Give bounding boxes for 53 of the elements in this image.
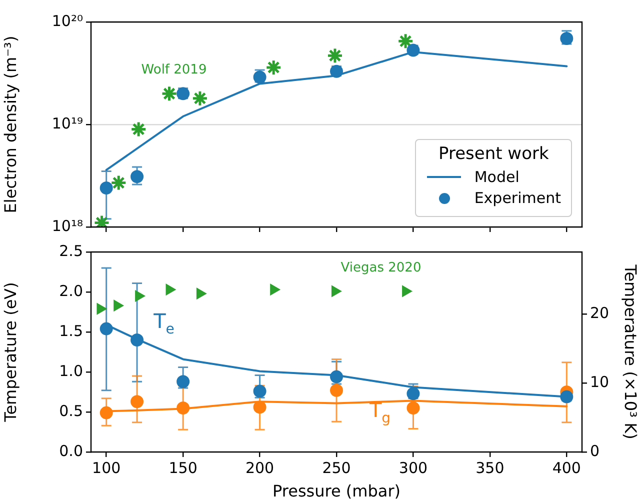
legend-title: Present work [438,144,550,164]
point [130,395,144,408]
y-tick-label: 10¹⁸ [52,216,83,235]
point [100,182,113,195]
point [253,400,266,414]
point [406,387,420,400]
point [402,286,412,297]
point [192,90,208,107]
point [100,406,113,420]
series-label: Viegas 2020 [340,260,422,276]
x-axis-title: Pressure (mbar) [272,482,401,501]
x-tick-label: 300 [398,458,428,477]
point [176,375,190,388]
y-tick-label: 0.0 [59,442,83,460]
point [96,303,107,314]
point [130,120,147,138]
point [130,170,144,184]
point [326,47,344,64]
y-axis-title: Electron density (m⁻³) [0,36,20,214]
point [331,286,342,297]
point [110,174,127,192]
y-tick-label: 1.5 [59,322,83,340]
point [114,300,124,312]
point [135,290,146,302]
point [161,85,178,102]
point [397,32,414,50]
y-axis-title: Temperature (eV) [0,282,20,423]
x-tick-label: 200 [245,458,274,477]
y-tick-label: 10²⁰ [52,12,83,30]
point [166,284,176,296]
legend-label: Model [474,168,520,186]
point [330,384,343,397]
y-tick-label: 2.5 [59,242,83,260]
x-tick-label: 100 [92,458,121,477]
x-tick-label: 400 [552,458,581,477]
y-tick-label: 10¹⁹ [52,114,83,132]
x-tick-label: 150 [168,458,198,477]
x-tick-label: 350 [476,458,504,477]
y-tick-label: 0.5 [59,402,83,420]
point [270,284,280,296]
y-tick-label: 2.0 [59,282,83,300]
y2-tick-label: 10 [590,372,610,391]
point [406,402,420,414]
point [196,288,206,300]
point [265,59,282,76]
legend-label: Experiment [474,189,561,207]
x-tick-label: 250 [322,458,351,477]
y2-tick-label: 20 [590,304,610,322]
series-label: Wolf 2019 [141,62,207,78]
y-tick-label: 1.0 [59,362,83,380]
point [253,384,266,398]
y2-tick-label: 0 [590,442,600,460]
y2-axis-title: Temperature (×10³ K) [621,264,640,440]
